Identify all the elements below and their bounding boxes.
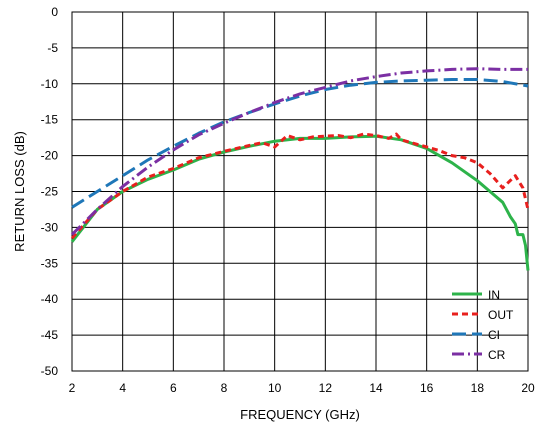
y-tick-label: -30 <box>41 220 59 234</box>
legend-label-ci: CI <box>488 328 500 342</box>
y-tick-label: -5 <box>47 41 58 55</box>
x-tick-label: 14 <box>369 381 383 395</box>
y-tick-label: -10 <box>41 77 59 91</box>
x-axis-label: FREQUENCY (GHz) <box>240 407 360 422</box>
x-tick-label: 2 <box>69 381 76 395</box>
legend: IN OUT CI CR <box>452 288 514 362</box>
y-tick-label: -45 <box>41 328 59 342</box>
x-tick-labels: 2 4 6 8 10 12 14 16 18 20 <box>69 381 535 395</box>
x-tick-label: 18 <box>471 381 485 395</box>
x-tick-label: 6 <box>170 381 177 395</box>
y-tick-label: -15 <box>41 113 59 127</box>
plot-area-frame <box>71 11 529 372</box>
grid-lines <box>71 11 529 372</box>
y-axis-label: RETURN LOSS (dB) <box>12 131 27 252</box>
series-line-ci <box>71 78 529 209</box>
y-tick-label: -40 <box>41 292 59 306</box>
x-tick-label: 4 <box>119 381 126 395</box>
x-tick-label: 12 <box>319 381 333 395</box>
y-tick-label: -50 <box>41 364 59 378</box>
series-line-out <box>70 132 530 240</box>
x-tick-label: 10 <box>268 381 282 395</box>
y-tick-labels: 0 -5 -10 -15 -20 -25 -30 -35 -40 -45 -50 <box>41 5 59 378</box>
y-tick-label: -35 <box>41 256 59 270</box>
y-tick-label: 0 <box>51 5 58 19</box>
y-tick-label: -25 <box>41 185 59 199</box>
y-tick-label: -20 <box>41 149 59 163</box>
legend-label-in: IN <box>488 288 500 302</box>
x-tick-label: 16 <box>420 381 434 395</box>
legend-label-out: OUT <box>488 308 514 322</box>
x-tick-label: 8 <box>221 381 228 395</box>
series-line-cr <box>70 67 528 236</box>
series-line-in <box>70 134 530 271</box>
series-lines <box>70 67 530 271</box>
legend-label-cr: CR <box>488 348 506 362</box>
x-tick-label: 20 <box>521 381 535 395</box>
